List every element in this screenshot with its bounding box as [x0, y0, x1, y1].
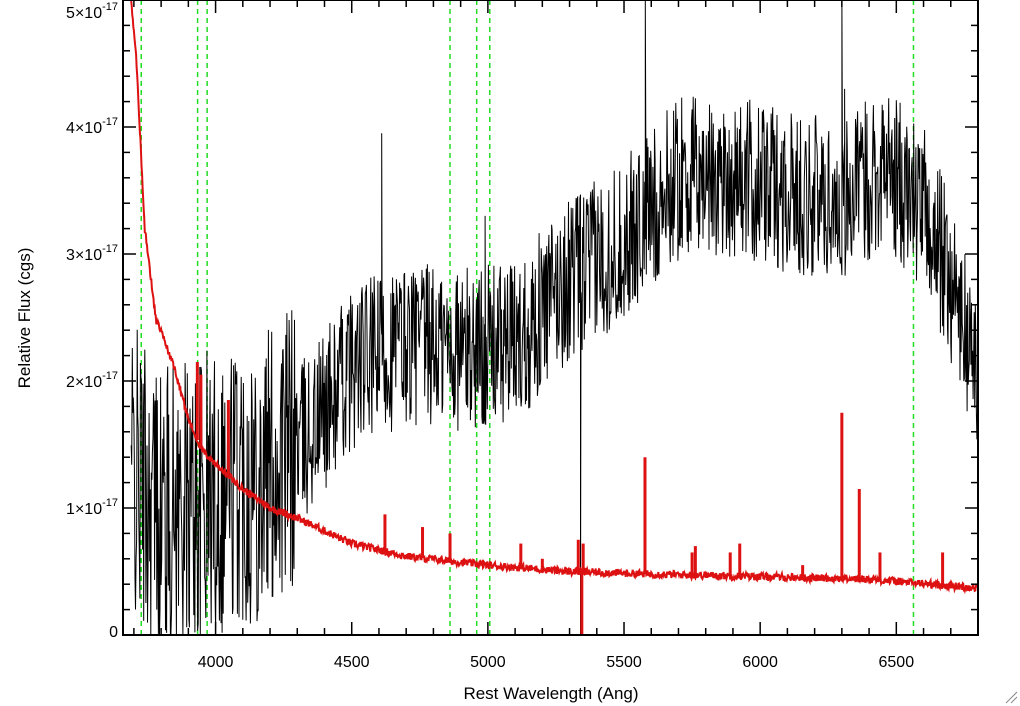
x-tick-label: 4500: [334, 654, 370, 671]
x-tick-label: 5000: [470, 654, 506, 671]
model-spectrum-line: [130, 0, 979, 595]
resize-grip-icon[interactable]: [1004, 690, 1018, 704]
plot-area: [130, 0, 979, 635]
y-axis-title: Relative Flux (cgs): [15, 248, 34, 389]
x-tick-label: 6000: [742, 654, 778, 671]
x-tick-labels: 4000 4500 5000 5500 6000 6500: [198, 654, 914, 671]
y-tick-labels: 0 1×10-17 2×10-17 3×10-17 4×10-17 5×10-17: [66, 1, 118, 641]
observed-spectrum-line: [130, 0, 979, 635]
x-tick-label: 5500: [606, 654, 642, 671]
axis-ticks: [123, 0, 979, 636]
y-tick-label: 0: [109, 624, 118, 641]
plot-frame: [122, 0, 979, 636]
x-axis-title: Rest Wavelength (Ang): [463, 684, 638, 703]
y-tick-label: 1×10-17: [66, 497, 118, 518]
x-tick-label: 4000: [198, 654, 234, 671]
y-tick-label: 5×10-17: [66, 1, 118, 22]
x-tick-label: 6500: [879, 654, 915, 671]
y-tick-label: 3×10-17: [66, 243, 118, 264]
y-tick-label: 4×10-17: [66, 116, 118, 137]
y-tick-label: 2×10-17: [66, 370, 118, 391]
